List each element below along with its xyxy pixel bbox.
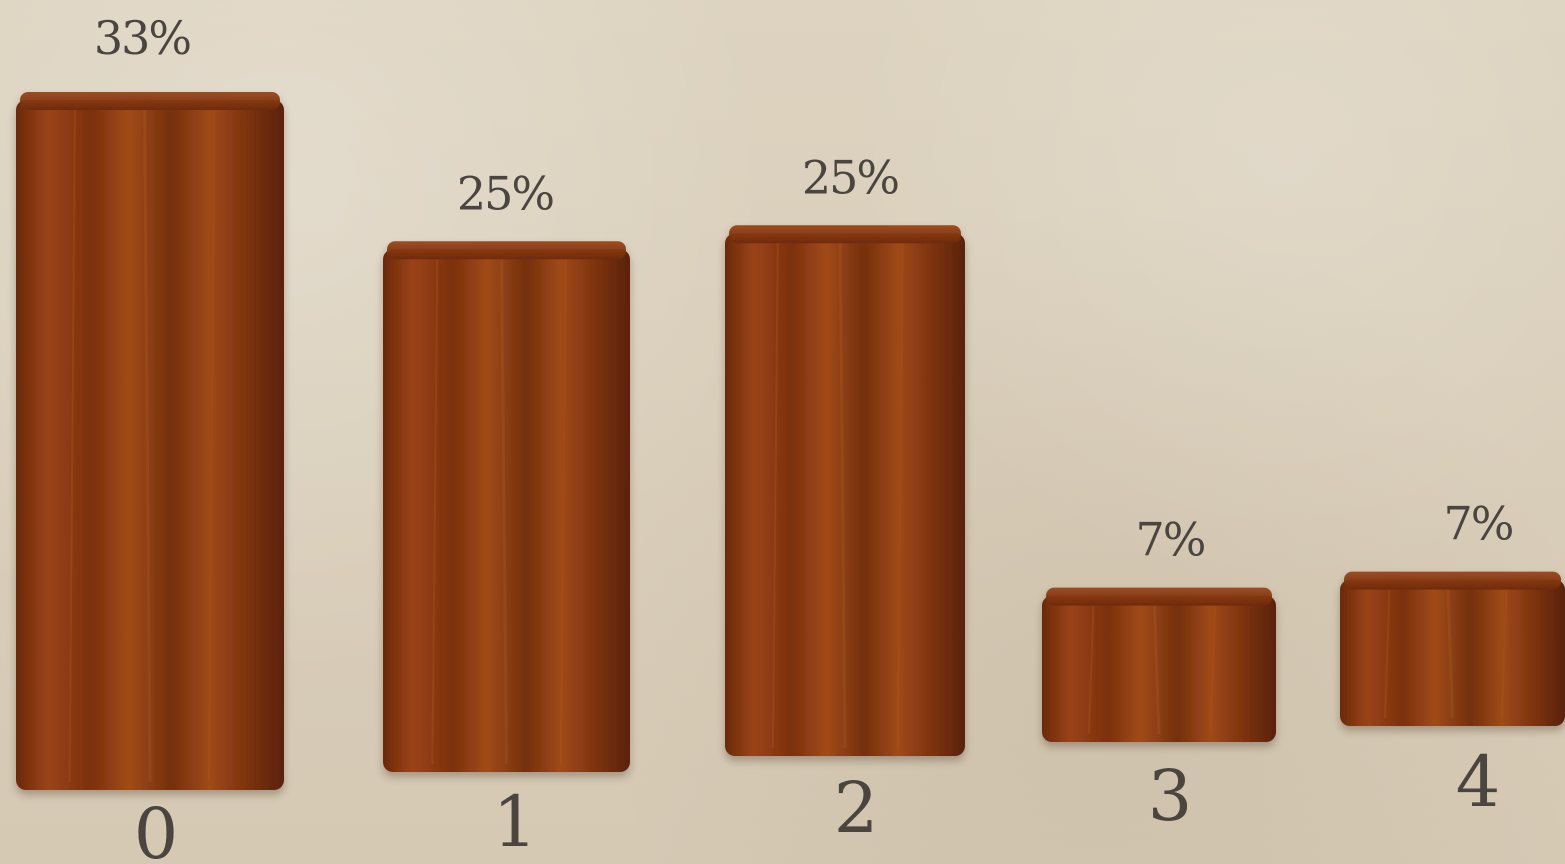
wood-grain-0-2	[143, 107, 152, 783]
bar-body-3	[1042, 595, 1276, 742]
bar-top-3	[1046, 587, 1272, 606]
wood-grain-4-2	[1446, 587, 1454, 719]
value-label-1: 25%	[457, 166, 554, 220]
wood-grain-3-2	[1152, 603, 1161, 735]
wood-grain-3-1	[1087, 603, 1095, 735]
bar-top-0	[20, 92, 280, 110]
wood-grain-4-1	[1384, 587, 1391, 719]
bar-1	[383, 241, 630, 773]
category-label-3: 3	[1148, 755, 1193, 837]
bar-body-0	[16, 100, 284, 790]
category-label-0: 0	[134, 793, 179, 864]
bar-body-1	[383, 249, 630, 773]
wood-grain-4-3	[1501, 587, 1508, 719]
value-label-4: 7%	[1444, 497, 1513, 551]
wood-grain-1-3	[559, 257, 567, 765]
wood-grain-0-1	[68, 107, 76, 783]
bar-top-4	[1344, 571, 1561, 590]
bar-body-2	[725, 233, 965, 757]
category-label-4: 4	[1456, 741, 1501, 823]
value-label-3: 7%	[1136, 513, 1205, 567]
bar-top-2	[729, 225, 961, 244]
value-label-0: 33%	[94, 11, 191, 65]
bar-top-1	[387, 241, 626, 260]
bar-4	[1340, 571, 1565, 726]
category-label-2: 2	[834, 767, 879, 849]
wood-grain-1-1	[431, 257, 439, 765]
bar-2	[725, 225, 965, 757]
bar-3	[1042, 587, 1276, 742]
wood-grain-0-3	[207, 107, 216, 783]
bar-body-4	[1340, 579, 1565, 726]
wood-grain-1-2	[500, 257, 508, 765]
category-label-1: 1	[493, 781, 538, 863]
wood-grain-2-2	[838, 241, 847, 749]
wood-grain-2-3	[896, 241, 904, 749]
wood-grain-3-3	[1209, 603, 1217, 735]
value-label-2: 25%	[802, 150, 899, 204]
wood-grain-2-1	[772, 241, 779, 749]
bar-0	[16, 92, 284, 790]
